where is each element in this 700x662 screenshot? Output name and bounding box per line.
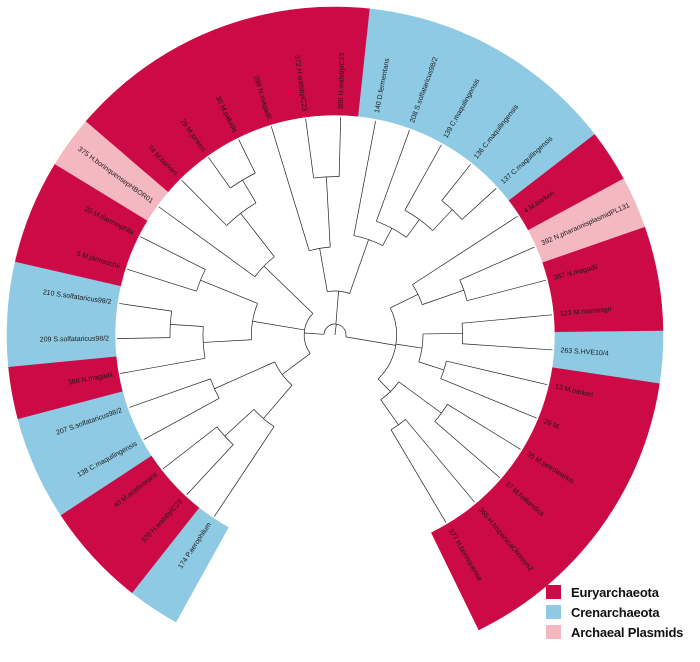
branch-segment: [380, 399, 399, 426]
branch-segment: [117, 337, 171, 339]
branch-segment: [440, 378, 537, 419]
branch-arc: [313, 176, 340, 179]
branch-segment: [214, 361, 275, 390]
branch-segment: [252, 320, 305, 331]
leaf-label: 263 S.HVE10/4: [560, 347, 609, 357]
branch-segment: [418, 361, 445, 371]
legend-label-crenarchaeota: Crenarchaeota: [571, 604, 660, 620]
root-branch: [334, 324, 337, 336]
branch-arc: [461, 323, 463, 344]
branch-segment: [208, 157, 231, 189]
branch-arc: [353, 235, 383, 247]
branch-segment: [240, 213, 275, 257]
branch-segment: [224, 409, 255, 437]
branch-segment: [238, 139, 256, 174]
branch-arc: [169, 311, 173, 338]
branch-segment: [390, 294, 419, 309]
branch-arc: [440, 360, 447, 379]
legend-swatch-crenarchaeota: [546, 605, 561, 619]
legend-swatch-euryarchaeota: [546, 585, 561, 599]
branch-segment: [412, 215, 518, 285]
branch-segment: [203, 339, 252, 343]
branch-arc: [253, 409, 275, 427]
branch-segment: [459, 246, 535, 281]
branch-arc: [377, 307, 397, 380]
branch-arc: [459, 279, 468, 301]
branch-segment: [263, 265, 314, 314]
branch-segment: [270, 126, 310, 251]
branch-segment: [305, 118, 315, 179]
leaf-label: 123 M.marisnigri: [560, 306, 613, 318]
branch-segment: [319, 248, 328, 292]
branch-segment: [162, 426, 218, 470]
legend-label-euryarchaeota: Euryarchaeota: [571, 584, 659, 600]
legend-item-crenarchaeota: Crenarchaeota: [546, 602, 683, 622]
clade-band-eury: [431, 514, 525, 631]
branch-segment: [181, 179, 227, 226]
branch-segment: [140, 236, 206, 270]
branch-segment: [432, 209, 453, 231]
branch-segment: [326, 176, 331, 248]
branch-segment: [376, 130, 410, 222]
branch-segment: [120, 357, 206, 374]
branch-arc: [376, 220, 407, 238]
branch-segment: [395, 343, 423, 349]
branch-arc: [216, 426, 234, 445]
branch-segment: [335, 291, 339, 325]
branch-segment: [349, 239, 369, 294]
legend-swatch-archaeal-plasmids: [546, 625, 561, 639]
branch-segment: [422, 289, 464, 305]
legend-item-archaeal-plasmids: Archaeal Plasmids: [546, 622, 683, 642]
branch-segment: [304, 332, 325, 335]
tree-branches: [117, 117, 553, 523]
branch-segment: [461, 188, 497, 220]
branch-arc: [390, 419, 406, 430]
branch-segment: [200, 279, 258, 304]
legend: Euryarchaeota Crenarchaeota Archaeal Pla…: [546, 582, 683, 642]
branch-segment: [143, 397, 220, 440]
branch-segment: [263, 384, 293, 419]
branch-segment: [214, 426, 275, 517]
clade-color-bands: [6, 6, 664, 631]
branch-arc: [404, 209, 433, 231]
branch-segment: [186, 444, 234, 496]
branch-segment: [127, 268, 197, 292]
legend-item-euryarchaeota: Euryarchaeota: [546, 582, 683, 602]
branch-segment: [447, 403, 521, 450]
leaf-label: 209 S.solfataricus98/2: [40, 335, 109, 343]
branch-segment: [242, 179, 257, 203]
branch-segment: [462, 314, 553, 324]
branch-arc: [226, 202, 257, 226]
legend-label-archaeal-plasmids: Archaeal Plasmids: [571, 624, 684, 640]
branch-segment: [434, 421, 501, 478]
branch-segment: [338, 117, 342, 177]
branch-segment: [129, 378, 211, 408]
branch-segment: [345, 336, 396, 346]
branch-segment: [404, 144, 442, 211]
branch-segment: [170, 324, 204, 327]
branch-segment: [462, 343, 553, 351]
branch-arc: [434, 404, 448, 422]
branch-segment: [406, 219, 420, 238]
branch-segment: [119, 303, 172, 312]
branch-segment: [281, 353, 311, 375]
branch-segment: [377, 378, 391, 392]
branch-segment: [446, 360, 548, 385]
branch-segment: [390, 429, 447, 523]
branch-segment: [398, 381, 442, 414]
branch-segment: [382, 228, 393, 246]
branch-segment: [466, 279, 547, 302]
branch-segment: [441, 164, 471, 201]
branch-segment: [158, 206, 256, 278]
leaf-label: 380 H.walsbyiC23: [338, 52, 346, 109]
branch-segment: [353, 120, 376, 236]
branch-segment: [405, 419, 475, 503]
